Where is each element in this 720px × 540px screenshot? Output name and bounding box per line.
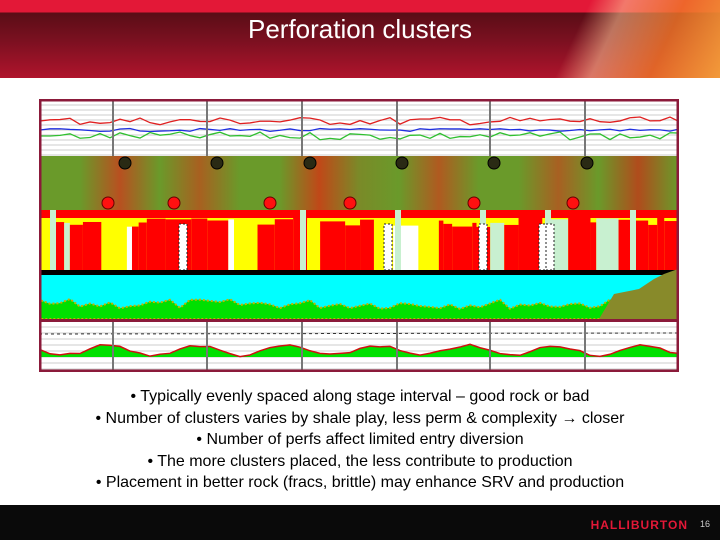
facies-bar [101,218,111,272]
cluster-marker-dark [580,156,594,170]
bullet-item: • The more clusters placed, the less con… [147,452,573,470]
facies-bar [228,219,235,273]
facies-bar [590,222,597,276]
cluster-marker-dark [210,156,224,170]
facies-bar [138,222,147,276]
perf-hatch [178,223,188,271]
facies-bar [191,218,208,272]
bullet-list: • Typically evenly spaced along stage in… [0,386,720,494]
facies-bar [54,222,65,276]
facies-top [40,210,678,218]
facies-bar [418,222,439,276]
header-decoration [520,0,720,78]
facies-bar [131,226,139,280]
cluster-marker-dark [303,156,317,170]
cluster-marker-dark [487,156,501,170]
perf-hatch [383,223,393,271]
facies-bar [146,218,166,272]
cluster-marker-red [101,196,115,210]
facies-bar [207,220,229,274]
bullet-item: • Number of perfs affect limited entry d… [196,431,524,448]
slide-footer: HALLIBURTON 16 [0,505,720,540]
facies-bar [504,224,519,278]
facies-bar [126,226,132,280]
cluster-marker-red [167,196,181,210]
green-fill [39,297,682,320]
facies-bar [82,221,102,275]
well-log-figure [38,98,682,377]
perf-hatch [478,223,488,271]
cluster-marker-red [467,196,481,210]
figure-frame [38,98,680,373]
facies-bar [320,221,346,275]
slide-title: Perforation clusters [248,14,472,44]
red-curve [39,116,681,126]
green-curve [39,131,681,141]
perf-hatch [545,223,555,271]
facies-bar [568,217,591,271]
facies-gap [395,210,401,270]
facies-bar [490,222,505,276]
dashed-cutoff [38,332,680,335]
facies-bar [274,219,294,273]
bottom-curve [39,343,681,358]
bullet-item: • Placement in better rock (fracs, britt… [95,474,625,491]
bottom-green [40,344,680,357]
facies-bar [438,220,444,274]
cluster-marker-red [566,196,580,210]
cluster-marker-dark [118,156,132,170]
facies-bar [657,217,665,271]
facies-bar [307,223,321,277]
page-number: 16 [699,519,710,529]
facies-bar [518,217,543,271]
facies-bar [633,220,649,274]
facies-bar [373,218,384,272]
slide-header: Perforation clusters [0,0,720,78]
facies-bar [257,224,275,278]
facies-bar [69,224,83,278]
cluster-marker-red [343,196,357,210]
facies-bar [110,218,127,272]
facies-bar [234,219,258,273]
bullet-item: • Typically evenly spaced along stage in… [130,388,590,405]
black-band [40,270,678,275]
company-logo: HALLIBURTON [590,518,688,532]
facies-bar [443,223,453,277]
facies-bar [452,226,473,280]
facies-gap [300,210,306,270]
cluster-marker-dark [395,156,409,170]
bullet-item: • Number of clusters varies by shale pla… [95,409,625,427]
facies-gap [50,210,56,270]
facies-bar [618,219,634,273]
blue-curve [39,127,681,133]
facies-bar [648,224,658,278]
well-log-image [38,98,682,373]
facies-bar [64,222,70,276]
facies-bar [345,225,361,279]
olive-fill [599,269,678,319]
cluster-marker-red [263,196,277,210]
facies-bar [360,219,374,273]
track-divider [39,319,679,322]
facies-bar [596,218,619,272]
facies-gap [630,210,636,270]
facies-bar [472,222,477,276]
